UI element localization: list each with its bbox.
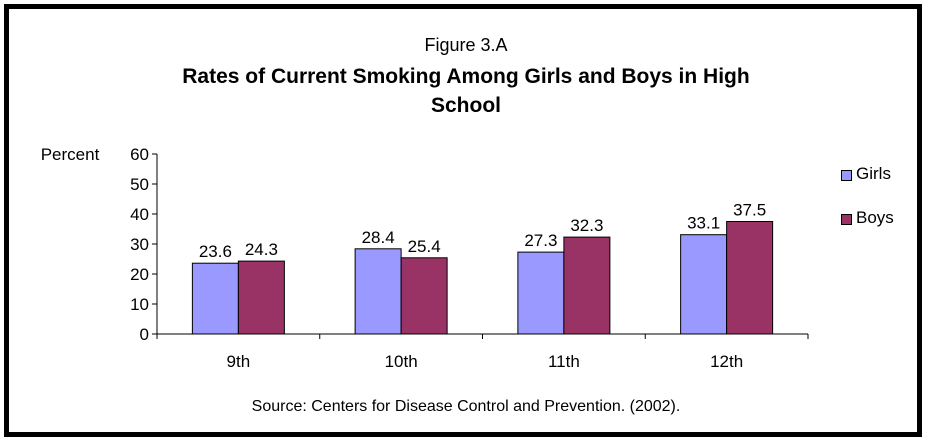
bar-girls: [517, 251, 565, 335]
bar-boys: [237, 260, 285, 335]
data-label: 24.3: [245, 240, 278, 259]
x-tick-label: 9th: [227, 352, 251, 371]
bar-girls: [191, 262, 239, 335]
data-label: 28.4: [362, 228, 395, 247]
legend-label-girls: Girls: [856, 164, 891, 183]
y-tick-label: 30: [130, 235, 149, 254]
data-label: 23.6: [199, 242, 232, 261]
data-label: 37.5: [733, 201, 766, 220]
data-label: 27.3: [524, 231, 557, 250]
x-tick-label: 12th: [710, 352, 743, 371]
bar-boys: [563, 236, 611, 335]
source-note: Source: Centers for Disease Control and …: [251, 398, 681, 415]
y-tick-label: 50: [130, 175, 149, 194]
y-axis-label: Percent: [41, 145, 100, 164]
legend-swatch-girls: [841, 170, 852, 181]
bar-boys: [400, 257, 448, 335]
bar-boys: [726, 221, 774, 335]
data-label: 33.1: [687, 214, 720, 233]
bar-girls: [354, 248, 402, 335]
data-label: 32.3: [570, 216, 603, 235]
y-tick-label: 20: [130, 265, 149, 284]
figure-label: Figure 3.A: [424, 35, 508, 55]
chart-title: Rates of Current Smoking Among Girls and…: [0, 62, 932, 120]
chart-title-line-1: Rates of Current Smoking Among Girls and…: [182, 65, 750, 88]
x-tick-label: 10th: [385, 352, 418, 371]
legend-label-boys: Boys: [856, 208, 894, 227]
legend-swatch-boys: [841, 214, 852, 225]
y-tick-label: 40: [130, 205, 149, 224]
y-tick-label: 60: [130, 145, 149, 164]
y-tick-label: 10: [130, 295, 149, 314]
y-tick-label: 0: [140, 325, 149, 344]
x-tick-label: 11th: [548, 352, 580, 371]
bar-girls: [680, 234, 728, 335]
chart-title-line-2: School: [430, 94, 501, 117]
data-label: 25.4: [408, 237, 441, 256]
